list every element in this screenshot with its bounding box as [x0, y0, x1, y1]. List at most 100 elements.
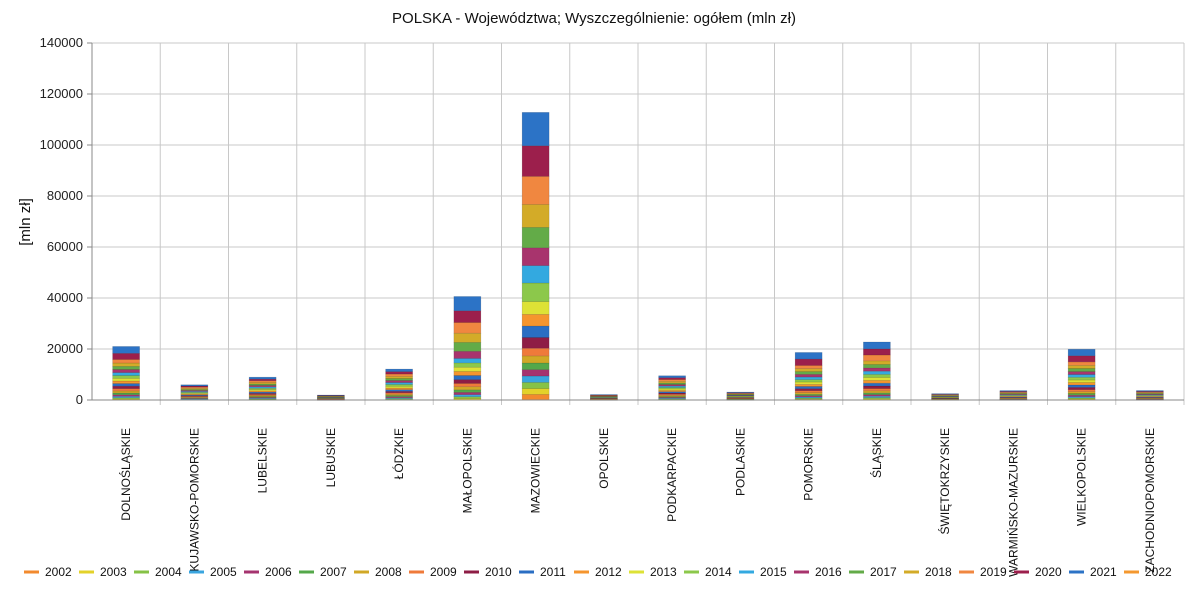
chart-title: POLSKA - Województwa; Wyszczególnienie: … — [392, 10, 796, 27]
bar-segment-2019 — [521, 176, 550, 205]
bar-segment-2008 — [385, 393, 413, 396]
bar-segment-2009 — [1067, 389, 1096, 393]
bar-segment-2015 — [453, 358, 482, 364]
bar-segment-2012 — [112, 380, 140, 384]
bar-segment-2017 — [385, 378, 413, 381]
bar-segment-2016 — [658, 384, 686, 387]
bar-segment-2005 — [453, 394, 482, 397]
bar-segment-2009 — [453, 383, 482, 388]
bar-segment-2020 — [112, 353, 140, 360]
category-label: ŚLĄSKIE — [869, 428, 884, 478]
bar-segment-2021 — [931, 393, 959, 395]
category-label: DOLNOŚLĄSKIE — [118, 428, 133, 521]
bar-segment-2013 — [863, 377, 891, 381]
bar-segment-2009 — [248, 394, 277, 396]
bar-segment-2020 — [1067, 355, 1096, 363]
bar-segment-2013 — [453, 366, 482, 372]
y-tick-label: 100000 — [40, 137, 83, 152]
bar-segment-2021 — [863, 341, 891, 350]
category-label: LUBUSKIE — [324, 428, 338, 487]
bar-segment-2003 — [521, 388, 550, 395]
bar-segment-2015 — [1067, 374, 1096, 378]
bar-segment-2010 — [1067, 387, 1096, 390]
category-label: KUJAWSKO-POMORSKIE — [187, 428, 201, 572]
bar-segment-2010 — [863, 385, 891, 389]
category-label: POMORSKIE — [802, 428, 816, 501]
bar-segment-2010 — [112, 385, 140, 389]
bar-segment-2018 — [863, 360, 891, 365]
bar-segment-2009 — [521, 347, 550, 357]
legend-entry: 2022 — [1145, 565, 1172, 579]
y-tick-label: 0 — [76, 392, 83, 407]
bar-segment-2021 — [794, 352, 823, 360]
axes — [87, 42, 1184, 401]
bar-segment-2016 — [521, 247, 550, 266]
legend-entry: 2014 — [705, 565, 732, 579]
bar-segment-2016 — [726, 394, 755, 396]
bar-segment-2014 — [1067, 377, 1096, 381]
bar-segment-2014 — [112, 375, 140, 379]
bar-segment-2011 — [453, 375, 482, 380]
y-tick-label: 140000 — [40, 35, 83, 50]
bar-segment-2006 — [453, 392, 482, 395]
bar-segment-2018 — [180, 388, 209, 390]
bar-segment-2002 — [521, 394, 550, 401]
bar-segment-2015 — [863, 370, 891, 375]
bar-segment-2012 — [521, 314, 550, 327]
bar-segment-2020 — [453, 310, 482, 323]
bar-segment-2008 — [112, 390, 140, 394]
y-tick-label: 40000 — [47, 290, 83, 305]
y-axis-label: [mln zł] — [17, 198, 34, 246]
category-label: PODKARPACKIE — [665, 428, 679, 522]
legend-entry: 2015 — [760, 565, 787, 579]
bar-segment-2021 — [1136, 390, 1164, 392]
bar-segment-2011 — [863, 382, 891, 387]
bar-segment-2008 — [863, 390, 891, 394]
bar-segment-2018 — [1067, 365, 1096, 369]
bar-segment-2013 — [794, 381, 823, 385]
bar-segment-2017 — [863, 364, 891, 369]
bar-segment-2021 — [248, 376, 277, 380]
bar-segment-2008 — [180, 396, 209, 399]
bar-segment-2015 — [521, 265, 550, 284]
category-label: OPOLSKIE — [597, 428, 611, 489]
y-tick-labels: 0 20000 40000 60000 80000 100000 120000 140000 — [40, 35, 83, 407]
legend-entry: 2018 — [925, 565, 952, 579]
bar-segment-2012 — [863, 380, 891, 384]
category-labels: DOLNOŚLĄSKIE KUJAWSKO-POMORSKIE LUBELSKIE L… — [118, 428, 1157, 577]
legend-entry: 2021 — [1090, 565, 1117, 579]
bar-segment-2019 — [1067, 361, 1096, 366]
bar-segment-2020 — [863, 348, 891, 356]
bar-segment-2021 — [1067, 348, 1096, 357]
y-tick-label: 120000 — [40, 86, 83, 101]
category-label: ŁÓDZKIE — [391, 428, 406, 479]
bar-segment-2016 — [794, 374, 823, 378]
bar-segment-2017 — [1067, 368, 1096, 372]
legend-entry: 2009 — [430, 565, 457, 579]
bar-segment-2017 — [453, 342, 482, 352]
bars — [112, 112, 1164, 401]
legend-entry: 2010 — [485, 565, 512, 579]
bar-segment-2013 — [1067, 379, 1096, 383]
bar-segment-2018 — [521, 204, 550, 228]
legend-entry: 2007 — [320, 565, 347, 579]
bar-segment-2014 — [794, 379, 823, 383]
bar-segment-2013 — [112, 378, 140, 382]
bar-segment-2018 — [453, 332, 482, 343]
bar-segment-2021 — [317, 394, 345, 396]
y-tick-label: 60000 — [47, 239, 83, 254]
legend-entry: 2020 — [1035, 565, 1062, 579]
bar-segment-2019 — [863, 354, 891, 362]
bar-segment-2018 — [794, 368, 823, 372]
bar-segment-2021 — [590, 394, 618, 396]
legend-entry: 2012 — [595, 565, 622, 579]
bar-segment-2018 — [1136, 392, 1164, 394]
bar-segment-2006 — [521, 369, 550, 377]
bar-segment-2009 — [863, 388, 891, 392]
bar-segment-2021 — [999, 390, 1028, 392]
bar-segment-2007 — [521, 362, 550, 370]
legend-entry: 2011 — [540, 565, 566, 579]
bar-segment-2017 — [794, 371, 823, 375]
legend-entry: 2013 — [650, 565, 677, 579]
